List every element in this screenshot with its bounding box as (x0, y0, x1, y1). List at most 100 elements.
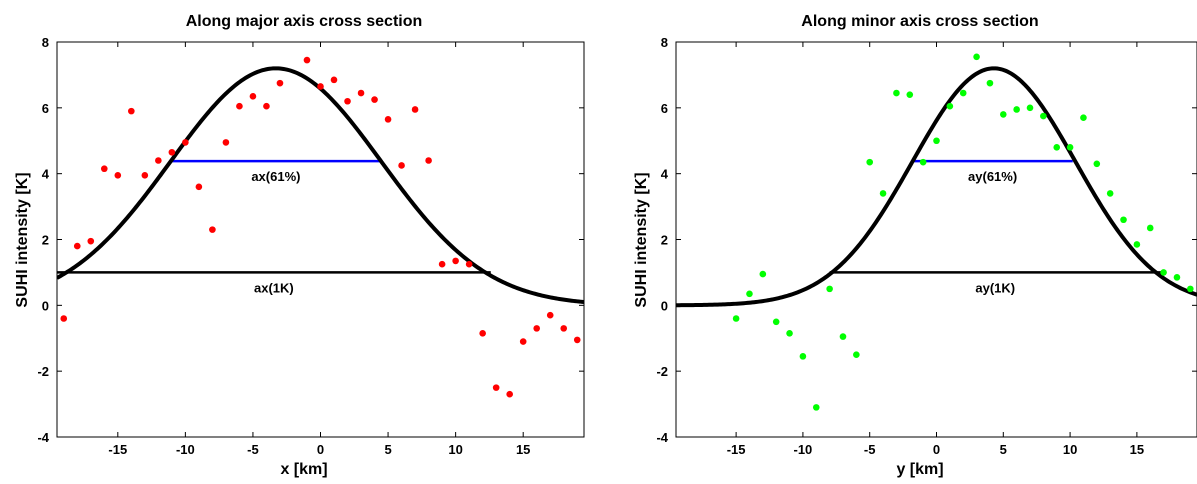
data-point (371, 96, 378, 103)
data-point (1066, 144, 1074, 151)
y-tick-label: 8 (42, 35, 49, 50)
data-point (519, 338, 527, 345)
x-axis-label: x [km] (280, 461, 327, 478)
y-tick-label: 0 (42, 298, 49, 313)
major-axis-panel: Along major axis cross section x [km] SU… (14, 13, 585, 478)
x-tick-label: -5 (864, 442, 876, 457)
data-point (303, 56, 311, 64)
y-axis-label: SUHI intensity [K] (14, 172, 31, 307)
data-point (1133, 241, 1141, 248)
data-point (1160, 269, 1167, 276)
data-point (384, 116, 392, 123)
data-point (128, 107, 135, 115)
chart-title: Along major axis cross section (186, 13, 423, 30)
data-point (1093, 160, 1101, 168)
data-point (853, 351, 860, 359)
x-tick-label: 10 (448, 442, 462, 457)
y-tick-label: -4 (37, 430, 49, 445)
data-point (236, 102, 243, 110)
data-point (492, 384, 500, 391)
data-point (168, 148, 176, 156)
plot-area-frame (56, 41, 585, 438)
data-point (866, 158, 874, 166)
data-point (398, 162, 405, 169)
y-tick-label: -2 (656, 364, 668, 379)
y-tick-label: 0 (661, 298, 668, 313)
y-tick-label: 2 (661, 233, 668, 248)
data-point (195, 183, 203, 191)
data-point (786, 330, 793, 337)
data-point (893, 89, 900, 97)
data-point (573, 336, 581, 344)
data-point (546, 311, 554, 319)
data-point (1120, 216, 1127, 224)
data-point (479, 330, 486, 337)
gaussian-fit-curve (676, 66, 1197, 308)
data-point (222, 139, 230, 146)
gaussian-fit-curve (57, 66, 584, 305)
data-point (812, 404, 820, 411)
data-point (344, 97, 351, 105)
x-tick-label: 0 (933, 442, 940, 457)
y-tick-label: 8 (661, 35, 668, 50)
data-point (1146, 224, 1154, 232)
data-point (452, 257, 459, 265)
data-point (732, 315, 740, 322)
width-61pct-label: ax(61%) (251, 169, 300, 184)
width-61pct-label: ay(61%) (968, 169, 1017, 184)
x-tick-label: 15 (1130, 442, 1144, 457)
width-1k-label: ay(1K) (975, 280, 1015, 295)
y-axis-label: SUHI intensity [K] (633, 172, 650, 307)
data-point (746, 290, 753, 298)
y-tick-label: 2 (42, 233, 49, 248)
x-tick-label: -5 (247, 442, 259, 457)
x-tick-label: -15 (727, 442, 746, 457)
data-point (1026, 104, 1034, 112)
data-point (1187, 285, 1194, 293)
y-tick-label: 6 (42, 101, 49, 116)
data-point (826, 285, 833, 293)
x-tick-label: 5 (1000, 442, 1007, 457)
x-tick-label: 0 (317, 442, 324, 457)
data-point (357, 89, 365, 97)
plot-area-frame (675, 41, 1197, 438)
data-point (87, 237, 95, 245)
width-1k-label: ax(1K) (254, 280, 294, 295)
data-point (1106, 190, 1114, 197)
chart-title: Along minor axis cross section (801, 13, 1038, 30)
data-point (906, 91, 914, 98)
data-point (1053, 144, 1061, 151)
data-point (1173, 274, 1181, 281)
y-tick-label: 4 (42, 167, 50, 182)
data-point (425, 157, 432, 164)
data-point (973, 53, 980, 61)
x-tick-label: -10 (794, 442, 813, 457)
x-tick-label: 10 (1063, 442, 1077, 457)
data-point (100, 165, 108, 173)
data-point (114, 172, 122, 179)
data-point (506, 390, 513, 398)
y-tick-label: -2 (37, 364, 49, 379)
data-point (560, 325, 568, 332)
data-point (438, 260, 446, 268)
data-point (879, 190, 887, 197)
minor-axis-panel: Along minor axis cross section y [km] SU… (633, 13, 1197, 478)
data-point (209, 226, 216, 233)
data-point (839, 333, 847, 340)
data-point (317, 83, 324, 90)
y-tick-label: 6 (661, 101, 668, 116)
x-tick-label: 5 (384, 442, 391, 457)
x-tick-label: -15 (108, 442, 127, 457)
data-point (465, 260, 473, 268)
data-point (330, 76, 338, 84)
data-point (1080, 114, 1087, 122)
data-point (263, 102, 270, 110)
data-point (759, 270, 767, 278)
data-point (919, 158, 927, 166)
data-point (73, 242, 81, 250)
data-point (533, 325, 541, 332)
x-tick-label: -10 (176, 442, 195, 457)
data-point (155, 157, 162, 164)
data-point (772, 318, 780, 326)
